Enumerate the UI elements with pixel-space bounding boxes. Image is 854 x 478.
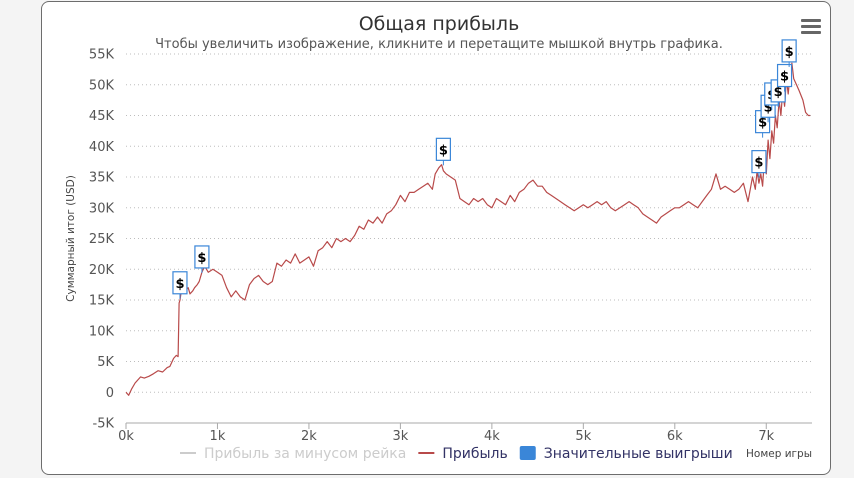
big-win-marker[interactable]: $ — [776, 63, 793, 92]
y-tick-label: 15K — [89, 294, 115, 309]
legend-item[interactable]: Значительные выигрыши — [519, 446, 733, 462]
marker-label: $ — [175, 277, 184, 292]
x-axis-ticks: 0k 1k 2k 3k 4k 5k 6k 7k — [118, 423, 775, 444]
markers-layer: $$$$$$$$$$ — [172, 39, 797, 299]
y-axis-title: Суммарный итог (USD) — [65, 175, 77, 302]
y-tick-label: 0 — [106, 386, 114, 401]
y-tick-label: -5K — [93, 417, 115, 432]
x-tick-label: 3k — [392, 429, 408, 444]
grid-lines — [126, 53, 812, 424]
marker-label: $ — [754, 156, 763, 171]
marker-box — [776, 63, 793, 88]
marker-label: $ — [774, 85, 783, 100]
big-win-marker[interactable]: $ — [435, 137, 451, 166]
series-layer — [125, 62, 811, 396]
chart-container: Общая прибыль Чтобы увеличить изображени… — [41, 1, 831, 475]
big-win-marker[interactable]: $ — [751, 150, 767, 178]
marker-label: $ — [758, 116, 767, 131]
marker-box — [172, 271, 188, 295]
legend-label: Прибыль за минусом рейка — [204, 446, 406, 462]
chart-svg: Общая прибыль Чтобы увеличить изображени… — [65, 13, 826, 462]
legend-label: Прибыль — [442, 446, 507, 462]
legend-square-symbol — [519, 446, 536, 460]
y-tick-label: 25K — [89, 232, 115, 247]
legend-item[interactable]: Прибыль — [418, 446, 508, 462]
x-axis-title: Номер игры — [746, 448, 812, 460]
big-win-marker[interactable]: $ — [194, 245, 210, 273]
marker-box — [781, 39, 797, 63]
x-tick-label: 7k — [758, 429, 774, 444]
marker-label: $ — [785, 45, 794, 60]
hamburger-menu-icon[interactable] — [794, 14, 826, 40]
x-tick-label: 4k — [484, 429, 500, 444]
marker-label: $ — [439, 143, 448, 158]
x-tick-label: 1k — [210, 429, 226, 444]
legend-label: Значительные выигрыши — [544, 446, 733, 462]
legend: Прибыль за минусом рейка Прибыль Значитель… — [180, 446, 733, 462]
y-tick-label: 50K — [89, 78, 115, 93]
marker-label: $ — [197, 251, 206, 266]
y-tick-label: 30K — [89, 201, 115, 216]
marker-box — [194, 245, 210, 269]
chart-title: Общая прибыль — [359, 13, 520, 35]
big-win-marker[interactable]: $ — [172, 271, 188, 299]
legend-item[interactable]: Прибыль за минусом рейка — [180, 446, 406, 462]
y-tick-label: 20K — [89, 263, 115, 278]
y-tick-label: 45K — [89, 109, 115, 124]
marker-label: $ — [764, 100, 773, 115]
marker-label: $ — [780, 70, 789, 85]
marker-box — [751, 150, 767, 174]
chart-subtitle: Чтобы увеличить изображение, кликните и … — [155, 37, 723, 52]
y-tick-label: 40K — [89, 140, 115, 155]
big-win-marker[interactable]: $ — [781, 39, 797, 67]
y-tick-label: 35K — [89, 171, 115, 186]
x-tick-label: 2k — [301, 429, 317, 444]
marker-box — [435, 137, 451, 161]
x-tick-label: 5k — [575, 429, 591, 444]
y-tick-label: 5K — [97, 355, 114, 370]
y-tick-label: 10K — [89, 324, 115, 339]
y-tick-label: 55K — [89, 48, 115, 63]
x-tick-label: 0k — [118, 429, 134, 444]
x-tick-label: 6k — [667, 429, 683, 444]
y-axis-ticks: -5K 0 5K 10K 15K 20K 25K 30K 35K 40K 45K 50K 55K — [89, 48, 115, 432]
series-line-profit — [125, 62, 811, 396]
